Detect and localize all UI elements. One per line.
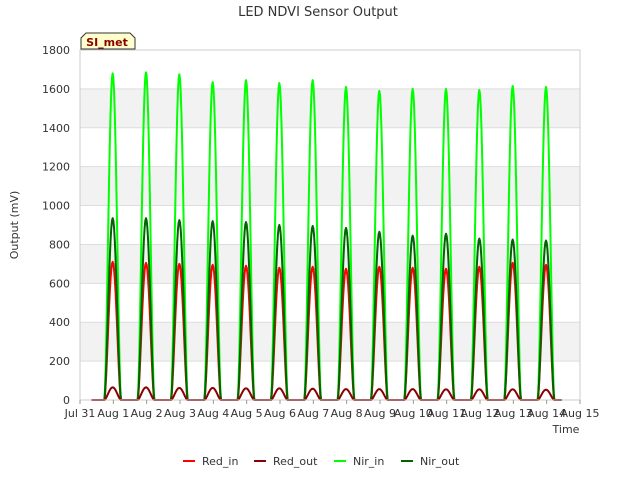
x-tick-label: Aug 11 bbox=[427, 407, 466, 420]
legend-label: Nir_out bbox=[420, 455, 460, 468]
chart-title: LED NDVI Sensor Output bbox=[238, 5, 398, 20]
grid-band bbox=[80, 322, 580, 362]
grid-band bbox=[80, 127, 580, 167]
legend-label: Red_out bbox=[273, 455, 318, 468]
grid-band bbox=[80, 88, 580, 128]
plot-frame bbox=[79, 49, 581, 401]
grid-band bbox=[80, 283, 580, 323]
legend-label: Nir_in bbox=[353, 455, 384, 468]
x-tick-label: Aug 15 bbox=[561, 407, 600, 420]
grid-band bbox=[80, 166, 580, 206]
y-axis-label: Output (mV) bbox=[8, 191, 21, 260]
y-tick-label: 600 bbox=[49, 277, 70, 290]
x-tick-label: Aug 3 bbox=[164, 407, 196, 420]
grid-bands bbox=[80, 49, 580, 401]
x-tick-label: Jul 31 bbox=[64, 407, 96, 420]
y-tick-label: 1600 bbox=[42, 83, 70, 96]
x-tick-label: Aug 13 bbox=[494, 407, 533, 420]
x-tick-label: Aug 1 bbox=[97, 407, 129, 420]
y-tick-label: 1400 bbox=[42, 122, 70, 135]
x-tick-label: Aug 9 bbox=[364, 407, 396, 420]
grid-band bbox=[80, 205, 580, 245]
y-tick-label: 1000 bbox=[42, 200, 70, 213]
x-tick-label: Aug 12 bbox=[461, 407, 500, 420]
x-tick-label: Aug 4 bbox=[197, 407, 229, 420]
y-tick-label: 200 bbox=[49, 355, 70, 368]
x-tick-label: Aug 8 bbox=[331, 407, 363, 420]
site-badge: SI_met bbox=[80, 32, 136, 50]
y-axis-ticks: 0 200 400 600 800 1000 1200 1400 1600 1800 bbox=[42, 44, 70, 407]
x-tick-label: Aug 14 bbox=[527, 407, 566, 420]
x-tick-label: Aug 5 bbox=[231, 407, 263, 420]
x-tick-label: Aug 7 bbox=[297, 407, 329, 420]
x-tick-label: Aug 6 bbox=[264, 407, 296, 420]
x-tick-label: Aug 2 bbox=[131, 407, 163, 420]
x-tick-label: Aug 10 bbox=[394, 407, 433, 420]
grid-band bbox=[80, 361, 580, 400]
site-badge-box bbox=[80, 32, 136, 50]
legend: Red_in Red_out Nir_in Nir_out bbox=[183, 455, 460, 468]
y-tick-label: 1200 bbox=[42, 161, 70, 174]
y-tick-label: 800 bbox=[49, 238, 70, 251]
y-tick-label: 400 bbox=[49, 316, 70, 329]
grid-band bbox=[80, 244, 580, 284]
y-tick-label: 1800 bbox=[42, 44, 70, 57]
grid-band bbox=[80, 50, 580, 89]
y-tick-label: 0 bbox=[63, 394, 70, 407]
site-badge-label: SI_met bbox=[86, 36, 128, 49]
x-axis-label: Time bbox=[552, 423, 580, 436]
x-axis-ticks: Jul 31 Aug 1 Aug 2 Aug 3 Aug 4 Aug 5 Aug 6 Aug … bbox=[64, 400, 600, 420]
legend-label: Red_in bbox=[202, 455, 238, 468]
